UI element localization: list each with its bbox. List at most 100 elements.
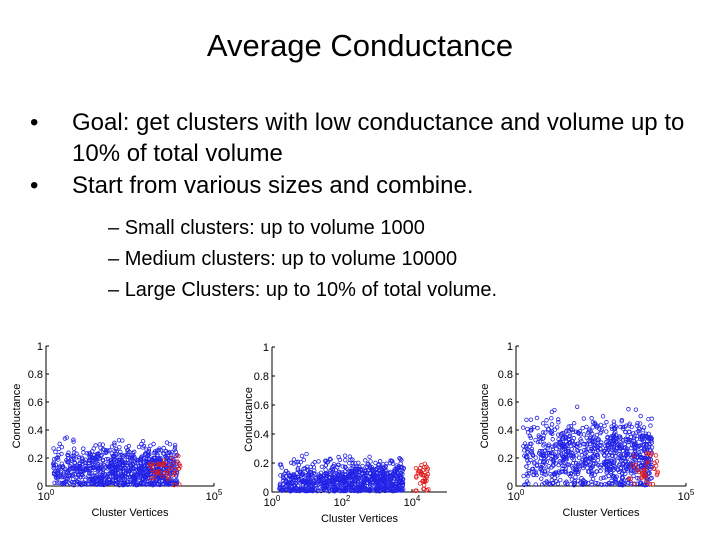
data-point	[540, 430, 546, 435]
data-point	[542, 448, 547, 454]
data-point	[373, 481, 378, 486]
data-point	[90, 473, 96, 478]
y-tick-label: 0.8	[254, 371, 269, 383]
data-point	[569, 477, 575, 482]
data-point	[316, 478, 321, 483]
highlight-data-point	[165, 474, 171, 480]
data-point	[72, 461, 78, 466]
data-point	[589, 482, 594, 487]
data-point	[59, 451, 64, 457]
data-point	[67, 472, 73, 478]
data-point	[381, 476, 386, 481]
data-point	[589, 416, 594, 421]
data-point	[172, 480, 178, 486]
highlight-data-point	[653, 453, 659, 458]
data-point	[151, 481, 157, 487]
data-point	[568, 423, 574, 429]
data-point	[113, 474, 119, 479]
data-point	[74, 451, 79, 456]
data-point	[616, 442, 621, 447]
data-point	[105, 474, 110, 480]
data-point	[553, 442, 558, 447]
highlight-data-point	[644, 451, 649, 456]
scatter-plot-middle: 0 0.2 0.4 0.6 0.8 1 100 102 104 Cluster Vertices C…	[240, 340, 465, 525]
highlight-data-point	[641, 467, 646, 472]
data-point	[353, 471, 358, 477]
data-point	[163, 449, 168, 454]
data-point	[525, 426, 530, 432]
data-point	[524, 455, 529, 460]
data-point	[616, 462, 622, 468]
y-tick-label: 1	[37, 341, 43, 353]
data-point	[594, 432, 600, 438]
data-point	[62, 436, 68, 441]
data-point	[588, 461, 593, 466]
data-point	[149, 456, 154, 462]
data-point	[566, 424, 571, 429]
data-point	[331, 462, 337, 467]
highlight-data-point	[176, 466, 181, 471]
data-point	[576, 430, 581, 435]
data-point	[558, 432, 564, 437]
y-tick-label: 0.2	[254, 458, 269, 470]
data-point	[571, 453, 576, 459]
data-point	[387, 476, 392, 481]
data-point	[573, 429, 579, 434]
data-point	[649, 440, 655, 445]
data-point	[56, 452, 61, 458]
data-point	[524, 417, 529, 422]
data-point	[110, 462, 116, 467]
data-point	[539, 476, 544, 481]
data-point	[144, 459, 149, 464]
data-point	[105, 456, 111, 462]
dash-glyph: –	[108, 217, 120, 239]
data-point	[327, 456, 333, 462]
data-point	[611, 435, 616, 441]
data-point	[538, 452, 544, 458]
data-point	[362, 487, 367, 493]
data-point	[288, 489, 293, 494]
y-axis-label: Conductance	[11, 384, 23, 449]
data-point	[350, 463, 355, 469]
y-tick-label: 0.6	[498, 397, 513, 409]
sub-bullet-item: – Large Clusters: up to 10% of total vol…	[30, 275, 690, 306]
data-point	[568, 473, 573, 479]
data-point	[609, 481, 614, 487]
data-point	[520, 425, 526, 430]
data-point	[613, 479, 618, 485]
data-point	[608, 450, 613, 455]
data-point	[65, 453, 71, 458]
data-point	[394, 465, 400, 470]
data-point	[564, 428, 569, 433]
data-point	[540, 421, 546, 426]
data-point	[377, 459, 383, 464]
data-point	[356, 460, 361, 466]
data-point	[556, 432, 561, 437]
data-point	[330, 473, 335, 479]
data-point	[590, 425, 595, 430]
data-point	[112, 448, 117, 454]
data-point	[602, 423, 607, 429]
data-point	[577, 463, 582, 469]
data-point	[636, 429, 641, 434]
data-point	[373, 488, 379, 493]
data-point	[140, 438, 146, 444]
data-point	[524, 464, 529, 469]
data-point	[340, 480, 346, 486]
data-point	[649, 445, 655, 450]
data-point	[633, 407, 639, 412]
data-point	[64, 457, 69, 463]
highlight-data-point	[171, 482, 177, 488]
data-point	[367, 463, 373, 469]
data-point	[580, 457, 585, 463]
data-point	[116, 438, 122, 443]
highlight-data-point	[152, 469, 157, 475]
data-point	[283, 468, 289, 474]
data-point	[633, 445, 638, 450]
data-point	[580, 425, 585, 431]
data-point	[603, 446, 609, 451]
data-point	[581, 477, 586, 483]
data-point	[537, 435, 542, 440]
scatter-plot-svg: 0 0.2 0.4 0.6 0.8 1 100 102 104 Cluster Vertices C…	[243, 342, 447, 525]
data-point	[568, 482, 573, 487]
